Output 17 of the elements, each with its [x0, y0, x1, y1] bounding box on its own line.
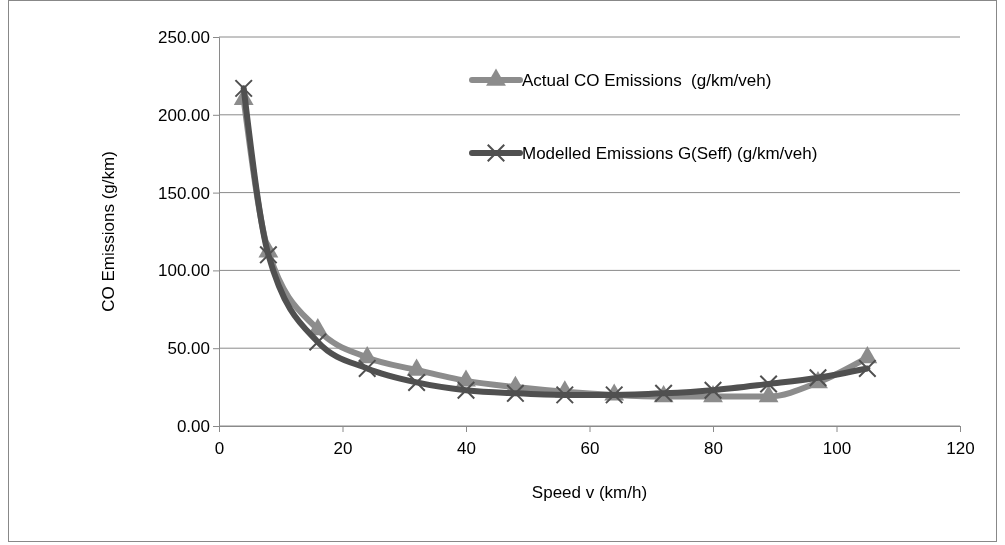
y-axis-title: CO Emissions (g/km) [99, 151, 118, 312]
y-tick-label: 100.00 [158, 261, 210, 281]
y-tick-label: 50.00 [167, 339, 210, 359]
y-tick-label: 250.00 [158, 27, 210, 47]
y-tick-label: 0.00 [176, 416, 210, 436]
x-tick-label: 60 [580, 438, 600, 458]
x-tick-label: 20 [333, 438, 353, 458]
y-tick-label: 200.00 [158, 105, 210, 125]
legend-label: Modelled Emissions G(Seff) (g/km/veh) [522, 143, 818, 163]
legend-label: Actual CO Emissions (g/km/veh) [522, 70, 772, 90]
x-axis-title: Speed v (km/h) [531, 483, 648, 502]
x-tick-label: 120 [946, 438, 975, 458]
x-tick-label: 100 [822, 438, 852, 458]
x-tick-label: 80 [704, 438, 723, 458]
x-tick-label: 0 [214, 438, 225, 458]
y-tick-label: 150.00 [158, 183, 210, 203]
x-tick-label: 40 [457, 438, 476, 458]
